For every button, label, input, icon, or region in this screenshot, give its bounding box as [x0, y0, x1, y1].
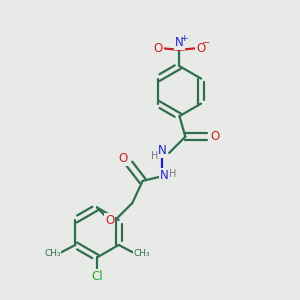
- Text: +: +: [180, 34, 188, 43]
- Text: N: N: [160, 169, 169, 182]
- Text: CH₃: CH₃: [133, 249, 150, 258]
- Text: Cl: Cl: [91, 269, 103, 283]
- Text: N: N: [158, 144, 166, 157]
- Text: N: N: [175, 36, 184, 49]
- Text: O: O: [210, 130, 219, 143]
- Text: O: O: [154, 42, 163, 55]
- Text: H: H: [169, 169, 177, 179]
- Text: −: −: [202, 38, 210, 48]
- Text: CH₃: CH₃: [44, 249, 61, 258]
- Text: O: O: [105, 214, 114, 227]
- Text: O: O: [196, 42, 205, 55]
- Text: O: O: [119, 152, 128, 165]
- Text: H: H: [151, 151, 158, 161]
